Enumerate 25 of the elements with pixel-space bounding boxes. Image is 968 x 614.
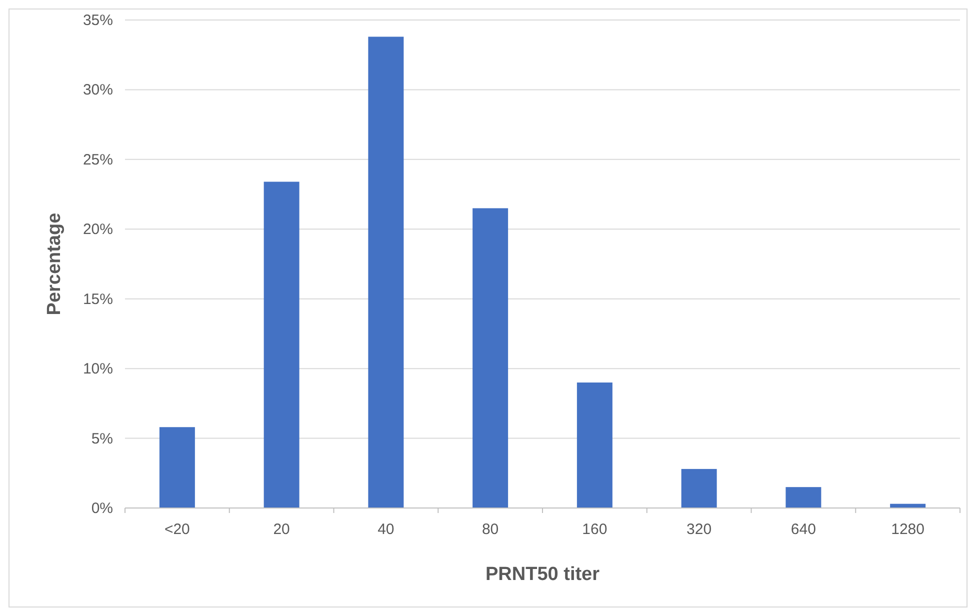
bar [368, 36, 404, 508]
x-tick-label: 80 [482, 521, 499, 538]
y-tick-label: 25% [82, 151, 113, 168]
bar [159, 427, 195, 508]
x-tick-label: 320 [686, 521, 712, 538]
x-tick-label: 20 [273, 521, 290, 538]
y-tick-label: 30% [82, 82, 113, 99]
y-tick-label: 15% [82, 290, 113, 308]
bar [472, 208, 508, 508]
x-tick-label: 40 [378, 521, 394, 538]
bar [264, 182, 300, 508]
y-tick-label: 10% [82, 360, 113, 378]
bar [786, 487, 822, 508]
y-axis-title: Percentage [44, 212, 65, 316]
x-axis-title: PRNT50 titer [485, 564, 600, 585]
bar [576, 382, 612, 508]
x-tick-label: 640 [790, 521, 816, 538]
y-tick-label: 0% [91, 500, 113, 517]
bar [681, 468, 717, 508]
x-tick-label: <20 [164, 521, 190, 538]
y-tick-label: 20% [82, 221, 113, 238]
x-tick-label: 160 [582, 521, 608, 538]
y-tick-label: 5% [91, 430, 113, 448]
y-tick-label: 35% [82, 12, 113, 29]
x-tick-label: 1280 [891, 521, 924, 538]
